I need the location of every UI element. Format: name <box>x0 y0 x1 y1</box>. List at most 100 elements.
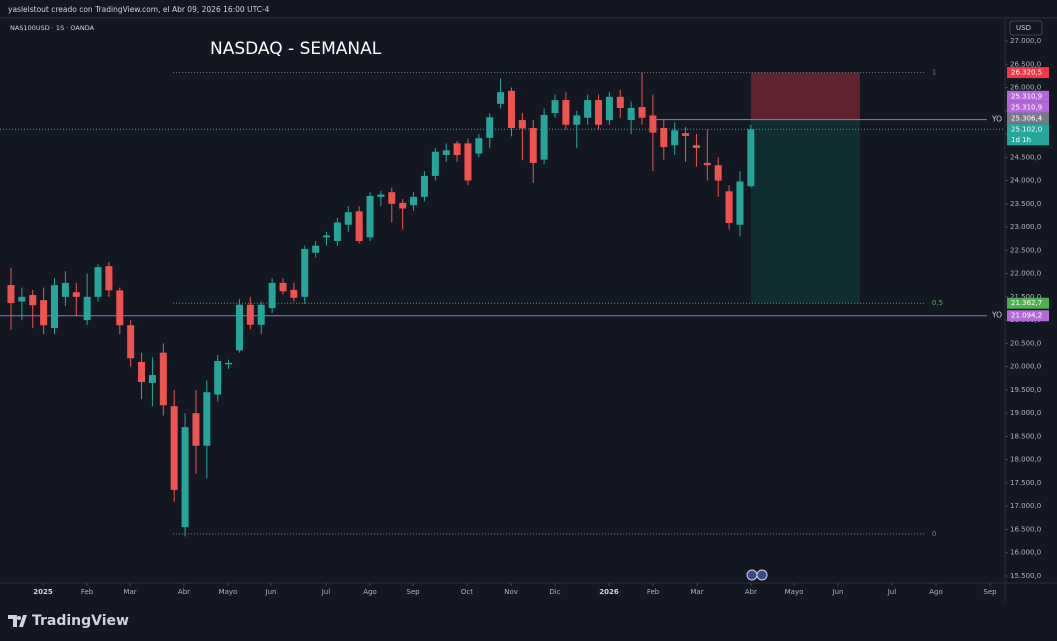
candle-body <box>595 100 603 125</box>
y-tick-label: 19.500,0 <box>1010 386 1041 394</box>
candle-body <box>475 138 483 154</box>
candle-body <box>464 143 472 181</box>
x-tick-label: Mar <box>123 588 136 596</box>
price-label-box <box>1007 310 1049 322</box>
x-tick-label: Jun <box>265 588 277 596</box>
brand: TradingView <box>32 613 129 629</box>
y-tick-label: 27.000,0 <box>1010 37 1041 45</box>
candle-body <box>344 212 352 225</box>
x-tick-label: Jul <box>321 588 331 596</box>
y-tick-label: 20.500,0 <box>1010 339 1041 347</box>
candle-body <box>529 127 537 163</box>
candle-body <box>420 175 428 197</box>
price-label: 26.320,5 <box>1011 69 1042 77</box>
footer-bar <box>0 603 1057 641</box>
candle-body <box>203 392 211 446</box>
candle-body <box>235 304 243 351</box>
candle-body <box>116 290 124 326</box>
event-icon[interactable] <box>746 569 758 581</box>
price-label: 25.102,0 <box>1011 125 1042 133</box>
candle-body <box>747 129 755 187</box>
horizontal-line-label: YO <box>991 115 1002 124</box>
y-tick-label: 23.500,0 <box>1010 200 1041 208</box>
candle-body <box>51 285 59 329</box>
candle-body <box>518 120 526 129</box>
candle-body <box>649 115 657 133</box>
chart-title: NASDAQ - SEMANAL <box>210 39 382 59</box>
plot-area: 1 0,5 0 YO YO <box>0 69 1005 538</box>
candle-body <box>148 375 156 383</box>
candle-body <box>410 196 418 206</box>
logo-dot <box>17 616 21 620</box>
x-tick-label: Sep <box>406 588 420 596</box>
candle-body <box>605 96 613 121</box>
candle-body <box>486 117 494 138</box>
y-tick-label: 16.500,0 <box>1010 525 1041 533</box>
event-icon[interactable] <box>756 569 768 581</box>
logo[interactable]: TradingView <box>8 613 129 629</box>
x-tick-label: Jun <box>832 588 844 596</box>
candle-body <box>72 292 80 297</box>
candle-body <box>312 245 320 253</box>
y-tick-label: 23.000,0 <box>1010 223 1041 231</box>
y-tick-label: 16.000,0 <box>1010 549 1041 557</box>
candle-body <box>214 361 222 395</box>
candle-body <box>703 162 711 166</box>
currency-box[interactable] <box>1009 20 1043 36</box>
candle-body <box>333 222 341 242</box>
candle-body <box>170 406 178 490</box>
candle-body <box>453 143 461 155</box>
price-label-box <box>1007 90 1049 102</box>
candle-body <box>268 282 276 309</box>
y-tick-label: 22.500,0 <box>1010 246 1041 254</box>
price-label: 25.310,9 <box>1011 92 1042 100</box>
candle-body <box>692 145 700 148</box>
fib-label: 1 <box>932 69 936 77</box>
y-tick-label: 24.000,0 <box>1010 177 1041 185</box>
x-tick-label: Feb <box>647 588 660 596</box>
x-tick-label: Mayo <box>785 588 804 596</box>
candle-body <box>181 427 189 528</box>
candle-body <box>18 296 26 302</box>
candle-body <box>736 181 744 225</box>
x-tick-label: Dic <box>549 588 560 596</box>
candle-body <box>725 191 733 223</box>
candle-body <box>584 100 592 118</box>
x-tick-label: Mar <box>690 588 703 596</box>
stop-zone <box>750 72 860 120</box>
y-tick-label: 15.500,0 <box>1010 572 1041 580</box>
x-tick-label: Abr <box>178 588 190 596</box>
candle-body <box>399 202 407 209</box>
candle-body <box>540 114 548 160</box>
candle-body <box>61 282 69 297</box>
currency: USD <box>1016 24 1031 32</box>
y-tick-label: 22.000,0 <box>1010 270 1041 278</box>
candle-body <box>127 325 135 359</box>
y-tick-label: 19.000,0 <box>1010 409 1041 417</box>
y-tick-label: 20.000,0 <box>1010 363 1041 371</box>
y-tick-label: 24.500,0 <box>1010 153 1041 161</box>
countdown-box <box>1007 134 1049 146</box>
price-label: 25.310,9 <box>1011 103 1042 111</box>
event-icons[interactable] <box>746 569 768 581</box>
price-label-box <box>1007 297 1049 309</box>
candle-body <box>507 90 515 128</box>
y-tick-label: 21.500,0 <box>1010 293 1041 301</box>
candle-body <box>638 107 646 118</box>
candle-body <box>225 362 233 365</box>
price-label: 21.094,2 <box>1011 312 1042 320</box>
fib-label: 0,5 <box>932 299 943 307</box>
x-tick-label: Mayo <box>219 588 238 596</box>
y-tick-label: 26.000,0 <box>1010 84 1041 92</box>
candle-body <box>562 100 570 125</box>
candle-body <box>660 127 668 148</box>
candle-body <box>279 282 287 292</box>
candle-body <box>442 150 450 155</box>
candle-body <box>627 107 635 121</box>
candle-body <box>714 165 722 181</box>
fib-label: 0 <box>932 530 936 538</box>
symbol: NAS100USD · 1S · OANDA <box>10 24 95 32</box>
x-tick-label: Nov <box>504 588 518 596</box>
